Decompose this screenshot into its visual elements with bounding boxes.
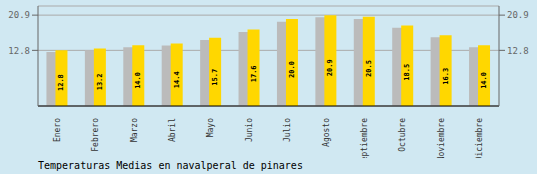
svg-text:15.7: 15.7 <box>211 69 219 86</box>
svg-text:Diciembre: Diciembre <box>475 118 484 158</box>
svg-text:14.4: 14.4 <box>173 71 181 88</box>
svg-text:20.0: 20.0 <box>288 61 296 78</box>
svg-text:Abril: Abril <box>168 118 177 142</box>
svg-text:20.9: 20.9 <box>507 10 529 20</box>
svg-text:Noviembre: Noviembre <box>437 118 446 158</box>
svg-text:Enero: Enero <box>53 118 62 142</box>
svg-text:Agosto: Agosto <box>322 118 331 147</box>
svg-text:Octubre: Octubre <box>398 118 407 152</box>
svg-text:16.3: 16.3 <box>442 68 450 85</box>
svg-text:Junio: Junio <box>245 118 254 142</box>
svg-text:17.6: 17.6 <box>250 65 258 82</box>
svg-text:13.2: 13.2 <box>96 73 104 90</box>
svg-text:12.8: 12.8 <box>8 46 30 56</box>
svg-text:12.8: 12.8 <box>57 74 65 91</box>
svg-text:Marzo: Marzo <box>130 118 139 142</box>
svg-text:12.8: 12.8 <box>507 46 529 56</box>
svg-text:Septiembre: Septiembre <box>360 118 369 158</box>
svg-text:18.5: 18.5 <box>403 64 411 81</box>
svg-text:14.0: 14.0 <box>134 72 142 89</box>
svg-text:20.9: 20.9 <box>326 59 334 76</box>
svg-text:Febrero: Febrero <box>91 118 100 152</box>
svg-text:20.5: 20.5 <box>365 60 373 77</box>
svg-text:Julio: Julio <box>283 118 292 142</box>
svg-text:20.9: 20.9 <box>8 10 30 20</box>
html-text:Temperaturas Medias en navalpe: Temperaturas Medias en navalperal de pin… <box>38 160 303 171</box>
svg-text:Mayo: Mayo <box>206 118 215 137</box>
svg-text:14.0: 14.0 <box>480 72 488 89</box>
